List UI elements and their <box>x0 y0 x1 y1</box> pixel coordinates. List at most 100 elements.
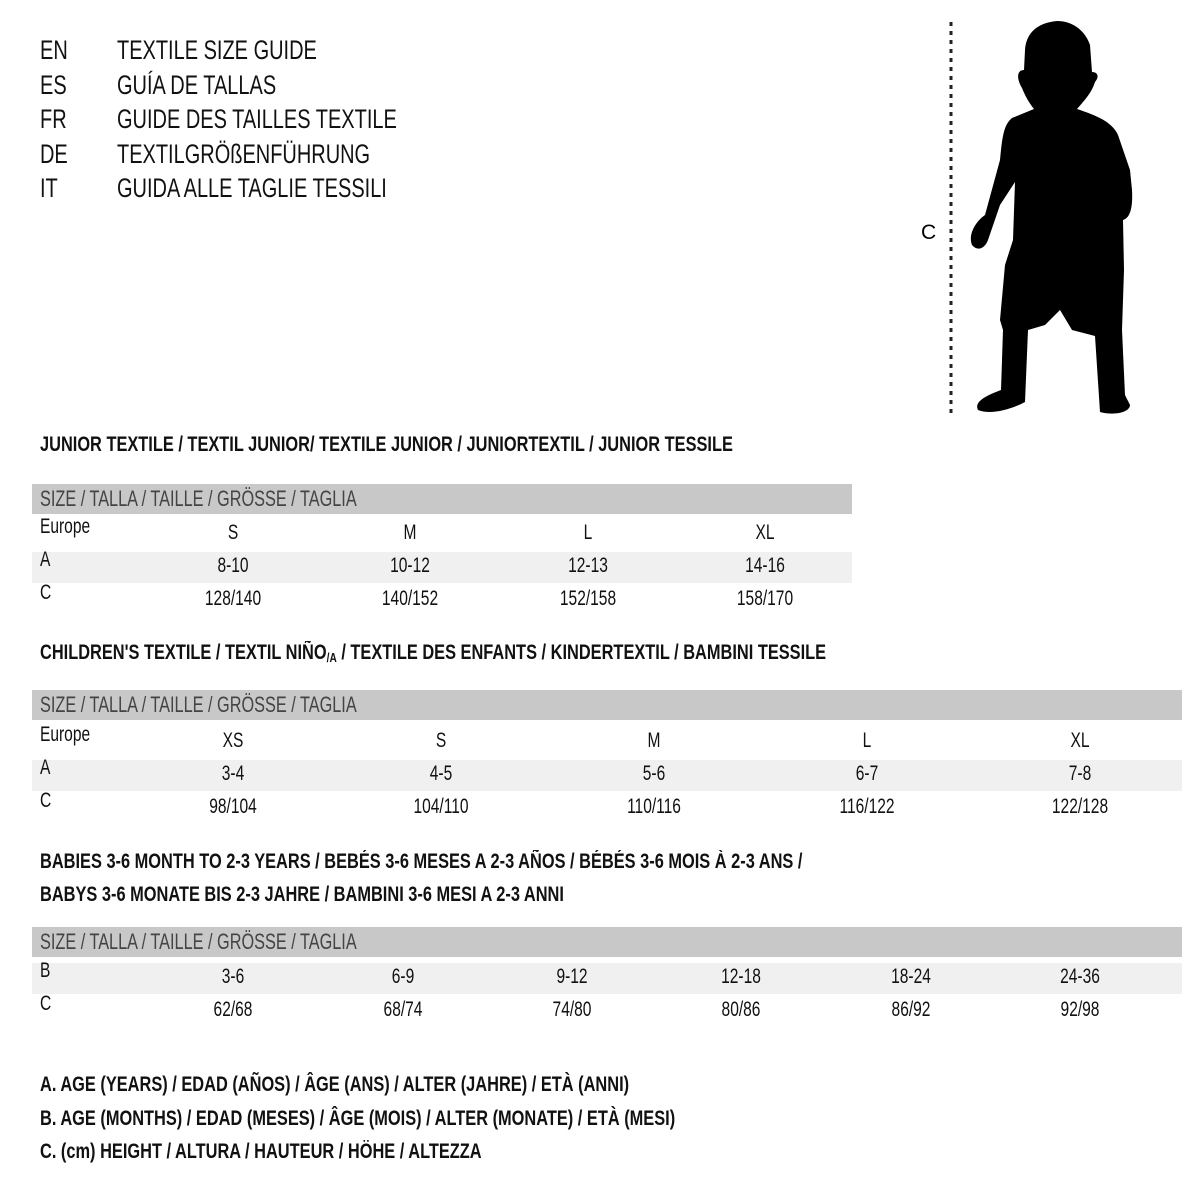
table-cell: S <box>434 729 448 753</box>
language-code-text: EN <box>40 35 68 65</box>
table-cell: 6-7 <box>852 762 882 786</box>
table-cell: 128/140 <box>195 587 271 611</box>
table-cell: L <box>861 729 873 753</box>
guide-title: GUIDE DES TAILLES TEXTILE <box>117 104 495 134</box>
table-cell: L <box>582 521 594 545</box>
table-cell: 92/98 <box>1054 998 1107 1022</box>
junior-section-title: JUNIOR TEXTILE / TEXTIL JUNIOR/ TEXTILE … <box>40 433 733 456</box>
table-cell: 62/68 <box>207 998 260 1022</box>
language-code: DE <box>40 139 78 169</box>
table-cell-text: 116/122 <box>839 795 895 818</box>
size-header-label-text: SIZE / TALLA / TAILLE / GRÖSSE / TAGLIA <box>40 929 357 954</box>
table-cell: XS <box>219 729 247 753</box>
table-cell-text: 6-9 <box>391 965 415 988</box>
table-cell: 104/110 <box>404 795 478 819</box>
table-cell-text: 68/74 <box>383 998 423 1021</box>
guide-title-text: GUÍA DE TALLAS <box>117 69 277 100</box>
table-cell-text: 8-10 <box>217 554 249 577</box>
table-cell-text: 92/98 <box>1060 998 1100 1021</box>
language-code: IT <box>40 173 64 203</box>
table-cell: 152/158 <box>550 587 626 611</box>
table-cell-text: M <box>403 521 417 544</box>
row-label-text: A <box>40 548 51 571</box>
children-title-part: CHILDREN'S TEXTILE / TEXTIL NIÑO <box>40 641 327 664</box>
babies-section-title: BABIES 3-6 MONTH TO 2-3 YEARS / BEBÉS 3-… <box>40 850 803 873</box>
table-cell: 68/74 <box>377 998 430 1022</box>
table-cell: 8-10 <box>212 554 254 578</box>
table-cell-text: 152/158 <box>559 587 617 610</box>
size-header-label: SIZE / TALLA / TAILLE / GRÖSSE / TAGLIA <box>40 692 468 718</box>
table-cell: 110/116 <box>618 795 691 819</box>
language-code-text: ES <box>40 69 67 100</box>
table-cell: XL <box>752 521 778 545</box>
size-header-label: SIZE / TALLA / TAILLE / GRÖSSE / TAGLIA <box>40 486 468 512</box>
table-cell-text: 74/80 <box>552 998 592 1021</box>
table-cell-text: XL <box>755 521 775 544</box>
legend-item: A. AGE (YEARS) / EDAD (AÑOS) / ÂGE (ANS)… <box>40 1073 630 1096</box>
table-cell: 158/170 <box>727 587 803 611</box>
size-header-bar <box>32 484 852 514</box>
row-label: B <box>40 959 54 983</box>
row-label: A <box>40 756 54 780</box>
table-cell-text: 140/152 <box>381 587 439 610</box>
table-cell-text: S <box>435 729 447 752</box>
table-cell: 122/128 <box>1042 795 1118 819</box>
language-code: ES <box>40 70 76 100</box>
table-cell-text: 158/170 <box>736 587 794 610</box>
table-cell-text: 128/140 <box>204 587 262 610</box>
children-section-title: CHILDREN'S TEXTILE / TEXTIL NIÑO/A / TEX… <box>40 641 826 670</box>
table-cell-text: 104/110 <box>413 795 469 818</box>
table-cell: 74/80 <box>546 998 599 1022</box>
row-label-text: Europe <box>40 515 91 538</box>
table-cell: 86/92 <box>885 998 938 1022</box>
table-cell-text: XS <box>222 729 244 752</box>
table-cell: 3-6 <box>218 965 248 989</box>
row-label: C <box>40 581 55 605</box>
table-cell: 24-36 <box>1053 965 1107 989</box>
row-label: Europe <box>40 515 108 539</box>
babies-section-title-line2: BABYS 3-6 MONATE BIS 2-3 JAHRE / BAMBINI… <box>40 883 564 906</box>
row-label-text: C <box>40 789 52 812</box>
table-cell: 5-6 <box>639 762 669 786</box>
table-cell: 80/86 <box>715 998 768 1022</box>
table-cell-text: 7-8 <box>1068 762 1092 785</box>
table-cell-text: L <box>583 521 593 544</box>
size-header-label-text: SIZE / TALLA / TAILLE / GRÖSSE / TAGLIA <box>40 486 357 511</box>
table-cell-text: XL <box>1070 729 1090 752</box>
language-code: FR <box>40 104 76 134</box>
table-cell-text: M <box>647 729 661 752</box>
table-cell: 98/104 <box>201 795 265 819</box>
children-title-part: / TEXTILE DES ENFANTS / KINDERTEXTIL / B… <box>336 641 827 664</box>
table-cell: XL <box>1067 729 1093 753</box>
table-cell: 7-8 <box>1065 762 1095 786</box>
row-label: C <box>40 789 55 813</box>
row-label: Europe <box>40 723 108 747</box>
table-cell-text: 14-16 <box>745 554 785 577</box>
table-cell: 10-12 <box>383 554 437 578</box>
table-cell-text: 10-12 <box>390 554 430 577</box>
table-cell-text: 24-36 <box>1060 965 1100 988</box>
table-cell: 116/122 <box>830 795 904 819</box>
table-cell: 14-16 <box>738 554 792 578</box>
row-band <box>32 552 852 583</box>
table-cell-text: S <box>227 521 239 544</box>
guide-title: TEXTILE SIZE GUIDE <box>117 35 387 65</box>
table-cell-text: 3-6 <box>221 965 245 988</box>
row-band <box>32 760 1182 791</box>
size-header-bar <box>32 690 1182 720</box>
table-cell-text: 3-4 <box>221 762 245 785</box>
table-cell-text: 86/92 <box>891 998 931 1021</box>
table-cell: M <box>401 521 419 545</box>
table-cell: S <box>226 521 240 545</box>
language-code-text: DE <box>40 138 68 169</box>
table-cell: 6-9 <box>388 965 418 989</box>
row-label: C <box>40 992 55 1016</box>
table-cell-text: L <box>862 729 872 752</box>
guide-title-text: GUIDE DES TAILLES TEXTILE <box>117 104 397 134</box>
size-header-label-text: SIZE / TALLA / TAILLE / GRÖSSE / TAGLIA <box>40 692 357 717</box>
table-cell-text: 18-24 <box>891 965 931 988</box>
table-cell-text: 122/128 <box>1051 795 1109 818</box>
guide-title: GUÍA DE TALLAS <box>117 70 332 100</box>
legend-item: B. AGE (MONTHS) / EDAD (MESES) / ÂGE (MO… <box>40 1106 676 1130</box>
language-code-text: IT <box>40 173 58 203</box>
